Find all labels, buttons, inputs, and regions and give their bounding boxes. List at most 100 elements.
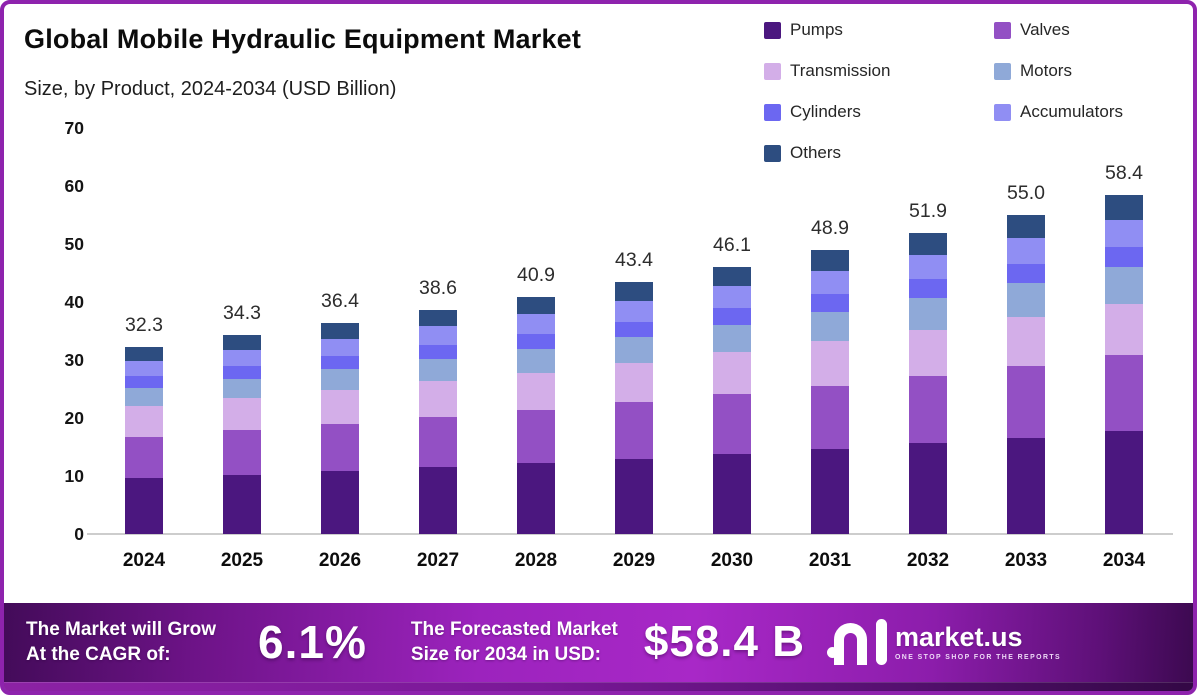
bar-group-2028: 40.9 2028 — [487, 128, 585, 571]
bar-segment-transmission-2024 — [125, 405, 163, 437]
cagr-label: The Market will Grow At the CAGR of: — [26, 617, 216, 667]
stacked-bar-2034 — [1105, 195, 1143, 534]
stacked-bar-2032 — [909, 233, 947, 534]
bar-segment-valves-2031 — [811, 385, 849, 449]
bar-segment-motors-2033 — [1007, 283, 1045, 318]
bar-segment-others-2033 — [1007, 215, 1045, 239]
bar-segment-others-2031 — [811, 250, 849, 272]
stacked-bar-2031 — [811, 250, 849, 534]
logo-bar — [875, 619, 887, 665]
bar-segment-cylinders-2030 — [713, 308, 751, 326]
plot-area: 32.3 2024 34.3 2025 36.4 2026 38.6 2027 40.9 2028… — [87, 128, 1173, 571]
bar-group-2026: 36.4 2026 — [291, 128, 389, 571]
bar-segment-others-2024 — [125, 346, 163, 361]
legend-swatch-icon — [764, 144, 781, 162]
x-axis-label-2030: 2030 — [710, 550, 754, 571]
bar-segment-accumulators-2031 — [811, 271, 849, 295]
stacked-bar-2027 — [419, 310, 457, 534]
bar-segment-transmission-2026 — [321, 389, 359, 424]
legend-label: Transmission — [790, 61, 891, 80]
bar-segment-accumulators-2029 — [615, 300, 653, 322]
bar-value-label-2027: 38.6 — [419, 277, 457, 300]
bar-segment-cylinders-2024 — [125, 376, 163, 389]
x-axis-label-2027: 2027 — [416, 550, 460, 571]
bar-value-label-2024: 32.3 — [125, 313, 163, 336]
bar-group-2032: 51.9 2032 — [879, 128, 977, 571]
bar-segment-pumps-2029 — [615, 458, 653, 534]
forecast-label: The Forecasted Market Size for 2034 in U… — [411, 617, 618, 667]
bar-segment-transmission-2027 — [419, 381, 457, 418]
bar-segment-transmission-2032 — [909, 329, 947, 376]
bar-segment-accumulators-2032 — [909, 255, 947, 280]
bar-segment-cylinders-2025 — [223, 366, 261, 380]
legend-label: Valves — [1020, 20, 1070, 39]
bar-segment-pumps-2030 — [713, 453, 751, 534]
bar-segment-motors-2028 — [517, 349, 555, 373]
legend-item-valves: Valves — [994, 16, 1123, 44]
legend-label: Accumulators — [1020, 102, 1123, 121]
bar-segment-accumulators-2033 — [1007, 238, 1045, 264]
legend-item-others: Others — [764, 139, 994, 167]
bar-segment-pumps-2028 — [517, 463, 555, 534]
legend-swatch-icon — [994, 21, 1011, 39]
bar-segment-valves-2025 — [223, 430, 261, 475]
bar-segment-others-2030 — [713, 266, 751, 287]
bar-segment-motors-2034 — [1105, 267, 1143, 305]
page-subtitle: Size, by Product, 2024-2034 (USD Billion… — [24, 78, 397, 100]
bar-group-2024: 32.3 2024 — [95, 128, 193, 571]
y-axis-label-10: 10 — [64, 466, 84, 486]
y-axis-label-20: 20 — [64, 408, 84, 428]
bar-segment-valves-2026 — [321, 423, 359, 471]
bar-segment-motors-2026 — [321, 369, 359, 390]
bar-segment-motors-2027 — [419, 359, 457, 382]
bar-segment-valves-2034 — [1105, 355, 1143, 432]
cagr-label-line1: The Market will Grow — [26, 618, 217, 640]
x-axis-label-2031: 2031 — [808, 550, 852, 571]
bar-segment-motors-2031 — [811, 311, 849, 342]
bar-segment-accumulators-2028 — [517, 314, 555, 334]
legend-swatch-icon — [764, 62, 781, 80]
bar-segment-accumulators-2027 — [419, 326, 457, 345]
stacked-bar-2033 — [1007, 215, 1045, 534]
bar-segment-pumps-2024 — [125, 478, 163, 534]
bar-segment-cylinders-2033 — [1007, 263, 1045, 283]
bar-segment-valves-2029 — [615, 402, 653, 459]
legend-item-motors: Motors — [994, 57, 1123, 85]
legend-swatch-icon — [764, 103, 781, 121]
marketus-logo-icon — [826, 619, 887, 665]
bars-container: 32.3 2024 34.3 2025 36.4 2026 38.6 2027 40.9 2028… — [95, 128, 1173, 571]
bar-segment-pumps-2031 — [811, 448, 849, 534]
cagr-value: 6.1% — [258, 616, 367, 668]
legend-item-pumps: Pumps — [764, 16, 994, 44]
bar-segment-motors-2030 — [713, 325, 751, 353]
bar-segment-pumps-2027 — [419, 467, 457, 534]
bar-value-label-2025: 34.3 — [223, 302, 261, 325]
bar-group-2029: 43.4 2029 — [585, 128, 683, 571]
bar-value-label-2028: 40.9 — [517, 263, 555, 286]
bar-segment-accumulators-2026 — [321, 338, 359, 356]
bar-segment-motors-2025 — [223, 379, 261, 398]
bar-value-label-2032: 51.9 — [909, 199, 947, 222]
x-axis-label-2034: 2034 — [1102, 550, 1146, 571]
y-axis-label-30: 30 — [64, 350, 84, 370]
bar-segment-transmission-2034 — [1105, 304, 1143, 356]
bar-segment-valves-2028 — [517, 410, 555, 464]
bar-segment-cylinders-2029 — [615, 321, 653, 338]
forecast-label-line2: Size for 2034 in USD: — [410, 644, 601, 665]
bar-segment-motors-2029 — [615, 337, 653, 363]
brand-tagline: ONE STOP SHOP FOR THE REPORTS — [894, 653, 1062, 661]
bar-value-label-2034: 58.4 — [1105, 162, 1143, 185]
bar-segment-others-2027 — [419, 310, 457, 327]
logo-dot — [826, 647, 838, 658]
y-axis: 0 10 20 30 40 50 60 70 — [4, 4, 84, 691]
legend-label: Pumps — [790, 20, 843, 39]
x-axis-line — [87, 533, 1173, 535]
bar-segment-cylinders-2026 — [321, 355, 359, 370]
bar-segment-motors-2032 — [909, 297, 947, 330]
stacked-bar-2030 — [713, 266, 751, 534]
chart-legend: Pumps Valves Transmission Motors Cylinders Ac… — [764, 16, 1123, 167]
bar-value-label-2030: 46.1 — [713, 233, 751, 256]
y-axis-label-70: 70 — [64, 118, 84, 138]
legend-label: Others — [790, 143, 842, 162]
